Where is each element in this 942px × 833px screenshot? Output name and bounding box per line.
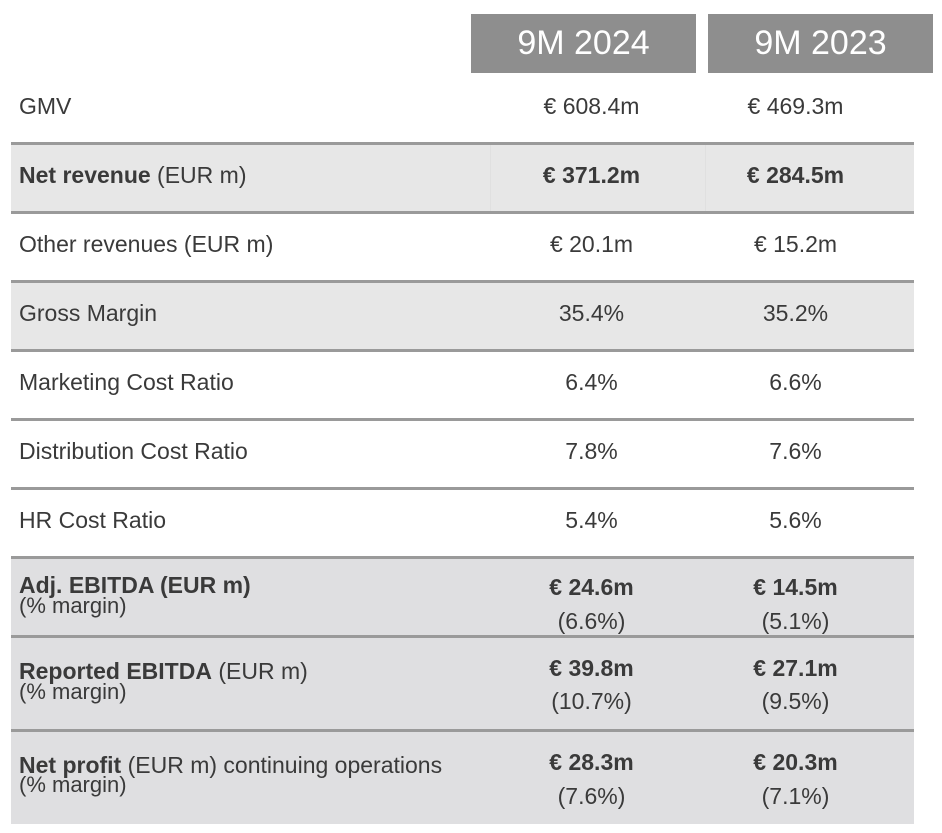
column-separator (705, 145, 706, 211)
table-row-gmv: GMV (11, 76, 914, 142)
table-row-adj-ebitda: Adj. EBITDA (EUR m) (% margin) (11, 559, 914, 635)
adj-ebitda-2024: € 24.6m (549, 574, 634, 600)
net-revenue-2024: € 371.2m (542, 162, 641, 188)
table-row-gross-margin: Gross Margin (11, 283, 914, 349)
column-separator (490, 145, 491, 211)
row-label: Adj. EBITDA (EUR m) (19, 572, 251, 598)
row-label: Gross Margin (19, 300, 158, 326)
reported-ebitda-2023-margin: (9.5%) (761, 688, 830, 714)
distribution-2023: 7.6% (769, 438, 822, 464)
distribution-2024: 7.8% (565, 438, 618, 464)
divider (11, 556, 914, 559)
net-profit-2024: € 28.3m (549, 749, 634, 775)
row-label: GMV (19, 93, 72, 119)
divider (11, 349, 914, 352)
net-profit-2024-margin: (7.6%) (557, 783, 626, 809)
divider (11, 635, 914, 638)
table-row-other-revenues: Other revenues (EUR m) (11, 214, 914, 280)
net-profit-2023: € 20.3m (753, 749, 838, 775)
row-label: HR Cost Ratio (19, 507, 166, 533)
adj-ebitda-2023-margin: (5.1%) (761, 608, 830, 634)
divider (11, 418, 914, 421)
gmv-2023: € 469.3m (747, 93, 844, 119)
row-label: Distribution Cost Ratio (19, 438, 248, 464)
other-revenues-2024: € 20.1m (549, 231, 634, 257)
adj-ebitda-2024-margin: (6.6%) (557, 608, 626, 634)
table-row-reported-ebitda: Reported EBITDA (EUR m) (% margin) (11, 638, 914, 729)
adj-ebitda-2023: € 14.5m (753, 574, 838, 600)
divider (11, 729, 914, 732)
gmv-2024: € 608.4m (543, 93, 640, 119)
row-label: Other revenues (EUR m) (19, 231, 274, 257)
header-9m-2024: 9M 2024 (471, 14, 696, 73)
reported-ebitda-2023: € 27.1m (753, 655, 838, 681)
row-label: Net revenue (EUR m) (19, 162, 247, 188)
header-9m-2023: 9M 2023 (708, 14, 933, 73)
table-row-distribution-cost: Distribution Cost Ratio (11, 421, 914, 487)
net-profit-2023-margin: (7.1%) (761, 783, 830, 809)
net-revenue-2023: € 284.5m (746, 162, 845, 188)
divider (11, 280, 914, 283)
table-row-net-profit: Net profit (EUR m) continuing operations… (11, 732, 914, 824)
row-label: Net profit (EUR m) continuing operations (19, 752, 443, 778)
reported-ebitda-2024-margin: (10.7%) (551, 688, 632, 714)
row-sublabel: (% margin) (19, 593, 127, 618)
gross-margin-2023: 35.2% (762, 300, 829, 326)
row-label: Marketing Cost Ratio (19, 369, 234, 395)
table-row-hr-cost: HR Cost Ratio (11, 490, 914, 556)
divider (11, 487, 914, 490)
marketing-2023: 6.6% (769, 369, 822, 395)
row-sublabel: (% margin) (19, 679, 127, 704)
row-sublabel: (% margin) (19, 772, 127, 797)
row-label: Reported EBITDA (EUR m) (19, 658, 308, 684)
divider (11, 211, 914, 214)
table-row-marketing-cost: Marketing Cost Ratio (11, 352, 914, 418)
divider (11, 142, 914, 145)
hr-2023: 5.6% (769, 507, 822, 533)
other-revenues-2023: € 15.2m (753, 231, 838, 257)
reported-ebitda-2024: € 39.8m (549, 655, 634, 681)
marketing-2024: 6.4% (565, 369, 618, 395)
hr-2024: 5.4% (565, 507, 618, 533)
gross-margin-2024: 35.4% (558, 300, 625, 326)
table-row-net-revenue: Net revenue (EUR m) (11, 145, 914, 211)
